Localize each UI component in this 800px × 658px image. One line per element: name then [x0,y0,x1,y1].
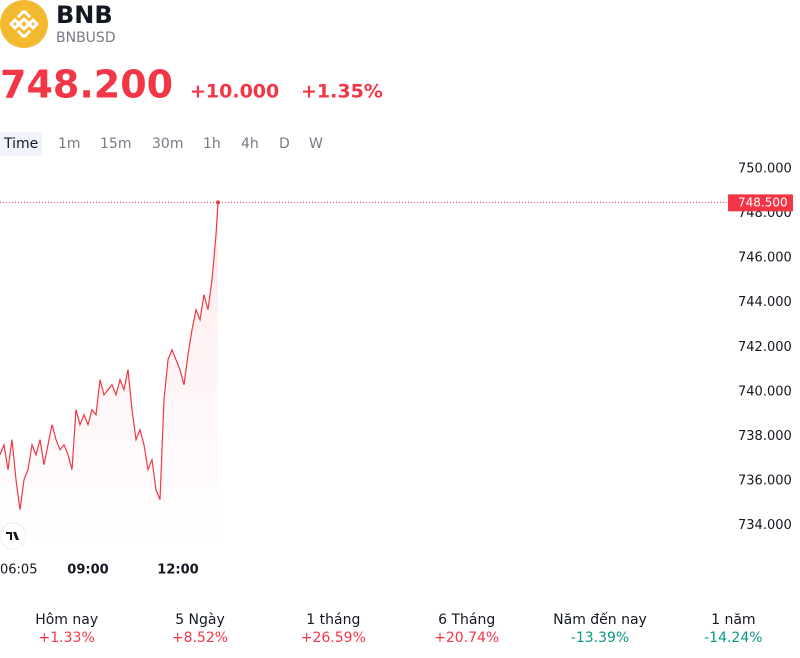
period-change: -13.39% [571,630,629,646]
period-change: +26.59% [301,630,366,646]
y-tick-label: 750.000 [738,161,792,176]
interval-tab[interactable]: 1m [58,136,81,152]
y-tick-label: 740.000 [738,384,792,399]
active-tab-bg [0,132,42,156]
price: 748.200 [0,63,173,107]
y-tick-label: 734.000 [738,518,792,533]
x-tick-label: 12:00 [157,563,198,578]
performance: Hôm nay +1.33% 5 Ngày +8.52% 1 tháng +26.59% 6… [35,611,762,646]
pair: BNBUSD [56,30,116,46]
x-tick-label: 06:05 [0,563,37,578]
period-change: +1.33% [39,630,95,646]
interval-tab[interactable]: 1h [203,136,221,152]
last-price-box [728,194,793,212]
y-tick-label: 738.000 [738,429,792,444]
period-change: +20.74% [434,630,499,646]
interval-tab[interactable]: D [279,136,290,152]
area-fill [0,202,218,548]
chart: 734.000 736.000 738.000 740.000 742.000 744.0… [0,161,793,578]
change: +10.000 [190,81,279,103]
period-change: -14.24% [704,630,762,646]
logo [0,0,48,48]
change-percent: +1.35% [301,81,383,103]
last-price-label: 748.500 [738,195,788,209]
price-line [0,202,219,510]
period-label[interactable]: 6 Tháng [438,612,495,628]
y-tick-label: 746.000 [738,251,792,266]
interval-tab[interactable]: 15m [100,136,131,152]
interval-tab[interactable]: 30m [152,136,183,152]
interval-tab[interactable]: W [309,136,323,152]
tv-logo [0,522,27,550]
period-change: +8.52% [172,630,228,646]
period-label[interactable]: 1 năm [711,612,755,628]
y-tick-label: 744.000 [738,295,792,310]
interval-tab[interactable]: Time [3,136,38,152]
symbol: BNB [56,1,113,29]
y-tick-label: 742.000 [738,340,792,355]
y-tick-label: 736.000 [738,474,792,489]
period-label[interactable]: 1 tháng [306,612,360,628]
last-point [216,200,220,205]
x-tick-label: 09:00 [67,563,108,578]
interval-tab[interactable]: 4h [241,136,259,152]
period-label[interactable]: Hôm nay [35,612,98,628]
interval-tabs: Time 1m 15m 30m 1h 4h D W [3,136,323,152]
period-label[interactable]: Năm đến nay [553,611,647,628]
period-label[interactable]: 5 Ngày [175,612,225,628]
